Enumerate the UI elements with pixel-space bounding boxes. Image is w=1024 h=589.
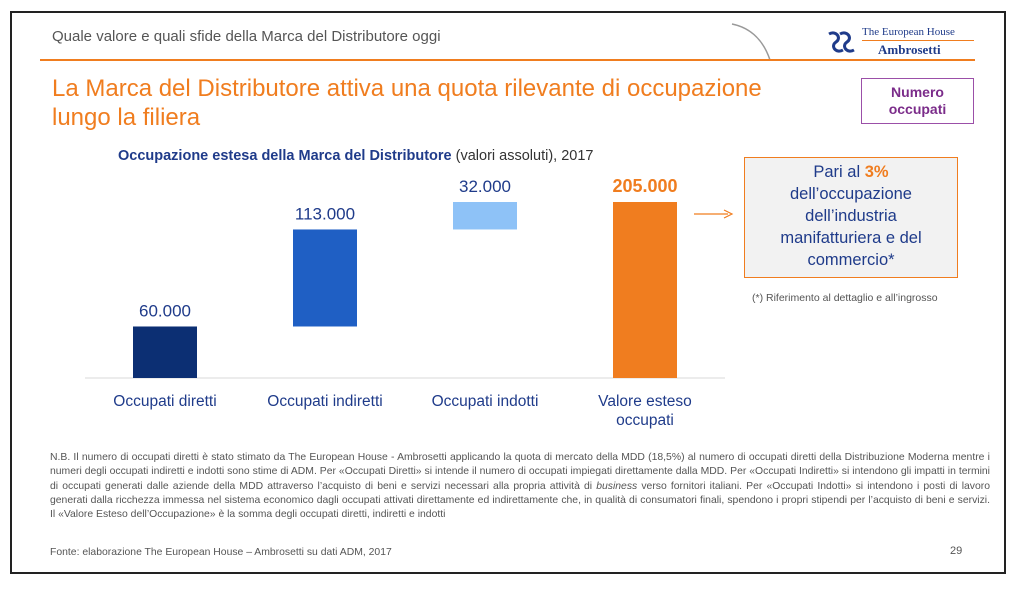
category-label-3: Occupati indotti [432, 393, 539, 410]
methodology-note: N.B. Il numero di occupati diretti è sta… [50, 451, 990, 522]
bar-2 [293, 229, 357, 327]
bar-1 [133, 326, 197, 378]
category-label-2: Occupati indiretti [267, 393, 382, 410]
callout-line-5: commercio* [807, 251, 895, 269]
methodology-note-part-2: verso fornitori italiani. Per «Occupati … [50, 480, 990, 521]
chart-title: Occupazione estesa della Marca del Distr… [118, 148, 593, 164]
company-logo: The European House Ambrosetti [826, 26, 976, 60]
bar-value-label-2: 113.000 [295, 204, 355, 223]
callout-line-1: Pari al 3% [745, 161, 957, 183]
category-label-4-line-1: Valore esteso [598, 393, 692, 410]
category-label-1: Occupati diretti [113, 393, 216, 410]
callout-pre: Pari al [813, 163, 861, 181]
callout-line-3: dell’industria [805, 207, 897, 225]
callout-footnote: (*) Riferimento al dettaglio e all’ingro… [752, 292, 938, 304]
bar-value-label-3: 32.000 [459, 177, 511, 196]
slide-title-line-2: lungo la filiera [52, 104, 201, 131]
metric-badge-line-1: Numero [891, 84, 944, 100]
chart-svg: 60.000 Occupati diretti 113.000 Occupati in… [85, 176, 725, 429]
page-number: 29 [950, 545, 963, 557]
bar-value-label-1: 60.000 [139, 301, 191, 320]
bar-3 [453, 202, 517, 230]
header-rule [40, 59, 975, 61]
slide-frame [10, 11, 1006, 574]
callout-line-4: manifatturiera e del [780, 229, 922, 247]
chart-title-bold: Occupazione estesa della Marca del Distr… [118, 148, 452, 164]
category-label-4-line-2: occupati [616, 412, 674, 429]
source-note: Fonte: elaborazione The European House –… [50, 547, 392, 558]
callout-highlight: 3% [864, 163, 889, 181]
metric-badge: Numero occupati [861, 78, 974, 124]
arrow-right-icon [694, 209, 734, 219]
logo-text-bottom: Ambrosetti [878, 42, 941, 57]
callout-line-2: dell’occupazione [789, 185, 912, 203]
chart-title-rest: (valori assoluti), 2017 [455, 148, 594, 164]
logo-mark-icon [828, 31, 855, 53]
logo-text-top: The European House [862, 26, 955, 38]
metric-badge-line-2: occupati [888, 101, 947, 117]
logo-underline [862, 40, 974, 41]
bar-4 [613, 202, 677, 378]
header-title: Quale valore e quali sfide della Marca d… [52, 28, 441, 45]
waterfall-chart: 60.000 Occupati diretti 113.000 Occupati in… [85, 170, 725, 438]
methodology-note-italic: business [596, 480, 638, 492]
slide-title: La Marca del Distributore attiva una quo… [52, 74, 812, 132]
bar-value-label-4: 205.000 [612, 176, 677, 196]
methodology-note-part-1: N.B. Il numero di occupati diretti è sta… [50, 452, 990, 492]
callout-box: Pari al 3% dell’occupazione dell’industr… [744, 157, 958, 278]
slide-title-line-1: La Marca del Distributore attiva una quo… [52, 75, 762, 102]
header-curve-decoration [731, 23, 778, 61]
